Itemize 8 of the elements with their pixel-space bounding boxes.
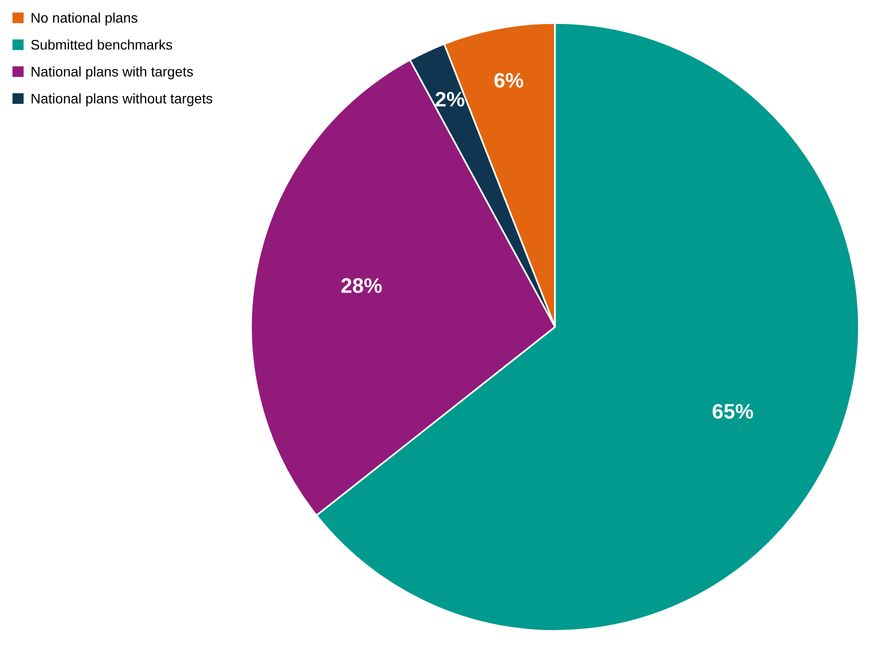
legend-label: No national plans — [32, 12, 138, 26]
data-label: 6% — [494, 72, 524, 88]
data-label: 2% — [436, 92, 464, 107]
data-label: 28% — [341, 278, 382, 293]
legend-label: National plans with targets — [32, 66, 193, 80]
data-label: 65% — [712, 404, 754, 419]
legend-label: Submitted benchmarks — [31, 39, 172, 50]
legend-label: National plans without targets — [32, 93, 212, 106]
